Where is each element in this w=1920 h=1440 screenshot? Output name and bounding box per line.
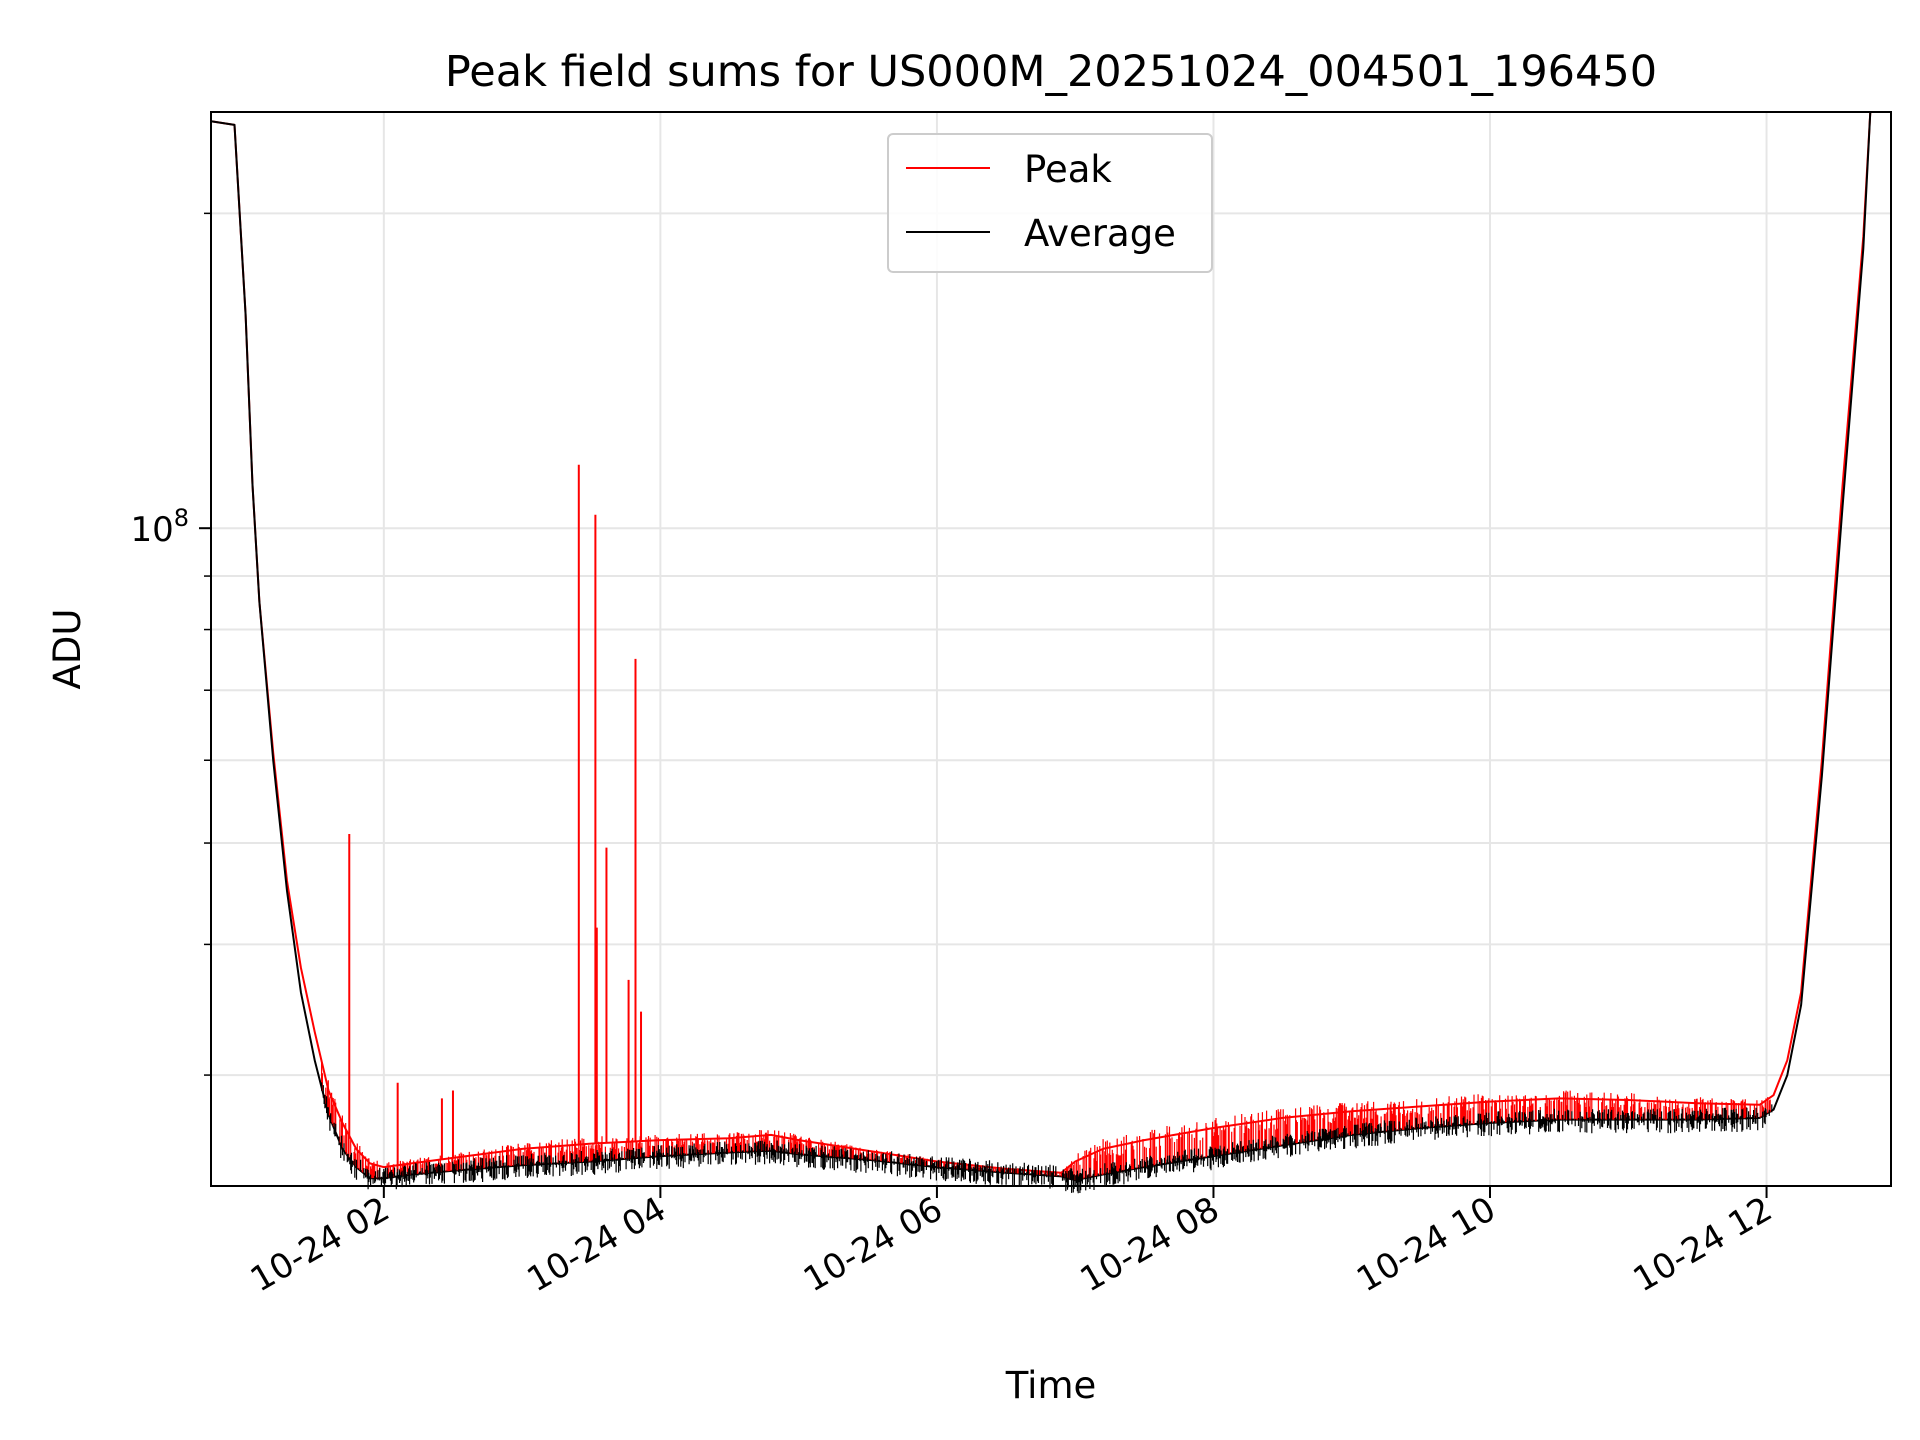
spike-layer <box>348 464 643 1166</box>
peak-noise-band <box>321 1059 1771 1181</box>
y-axis-label: ADU <box>46 609 89 690</box>
legend-peak-label: Peak <box>1024 148 1112 191</box>
series-layer <box>210 111 1872 1194</box>
legend: Peak Average <box>887 133 1213 273</box>
average-noise-band <box>321 1082 1773 1194</box>
legend-average-label: Average <box>1024 212 1176 255</box>
plot-frame <box>210 111 1892 1187</box>
x-axis-label: Time <box>1005 1364 1097 1407</box>
y-axis: 108 <box>130 212 211 1076</box>
grid <box>211 112 1891 1186</box>
y-tick-label: 108 <box>130 504 189 550</box>
chart-title: Peak field sums for US000M_20251024_0045… <box>445 47 1657 97</box>
